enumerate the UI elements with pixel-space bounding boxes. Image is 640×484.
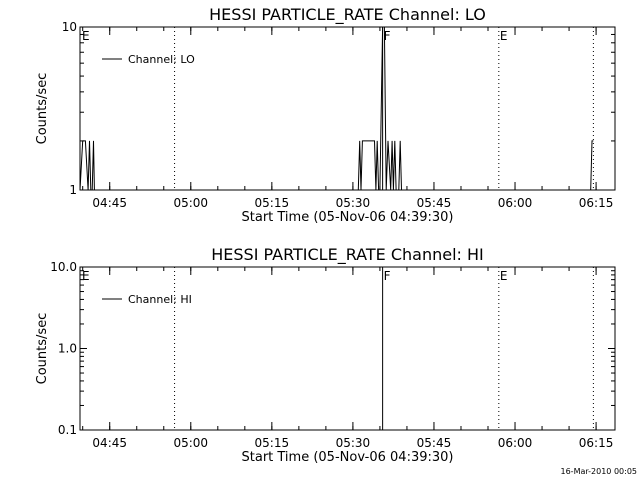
panel2-ytick-label: 0.1 xyxy=(58,423,77,437)
panel2-xtick-label: 05:45 xyxy=(417,436,452,450)
panel2-ytick-label: 1.0 xyxy=(58,342,77,356)
panel2-event-label: F xyxy=(384,269,391,283)
panel1-xtick-label: 05:15 xyxy=(255,196,290,210)
panel1-ytick-label: 1 xyxy=(69,183,77,197)
panel2-corner-label: E xyxy=(82,269,90,283)
panel1-event-label: E xyxy=(500,29,508,43)
panel1-ytick-label: 10 xyxy=(62,20,77,34)
panel2-ylabel: Counts/sec xyxy=(35,313,50,385)
panel2-xtick-label: 06:00 xyxy=(498,436,533,450)
panel2-legend-label: Channel: HI xyxy=(128,293,192,306)
panel1-xtick-label: 04:45 xyxy=(92,196,127,210)
panel2-xtick-label: 05:15 xyxy=(255,436,290,450)
panel1-axes-frame xyxy=(80,27,615,190)
panel2-xtick-label: 05:30 xyxy=(336,436,371,450)
panel2-axes-frame xyxy=(80,267,615,430)
panel2-xtick-label: 04:45 xyxy=(92,436,127,450)
panel1-xlabel: Start Time (05-Nov-06 04:39:30) xyxy=(242,210,454,225)
panel1-corner-label: E xyxy=(82,29,90,43)
panel1-title: HESSI PARTICLE_RATE Channel: LO xyxy=(209,5,486,25)
panel2-ytick-label: 10.0 xyxy=(50,260,77,274)
panel1-xtick-label: 05:45 xyxy=(417,196,452,210)
panel2-xtick-label: 05:00 xyxy=(173,436,208,450)
panel1-xtick-label: 05:00 xyxy=(173,196,208,210)
panel1-xtick-label: 06:00 xyxy=(498,196,533,210)
panel1-series-line xyxy=(80,27,593,190)
panel1-xtick-label: 06:15 xyxy=(579,196,614,210)
panel1-ylabel: Counts/sec xyxy=(35,73,50,145)
panel2-xlabel: Start Time (05-Nov-06 04:39:30) xyxy=(242,450,454,465)
panel2-title: HESSI PARTICLE_RATE Channel: HI xyxy=(211,245,484,265)
panel2-xtick-label: 06:15 xyxy=(579,436,614,450)
panel1-legend-label: Channel: LO xyxy=(128,53,195,66)
panel1-xtick-label: 05:30 xyxy=(336,196,371,210)
panel2-event-label: E xyxy=(500,269,508,283)
footer-timestamp: 16-Mar-2010 00:05 xyxy=(561,467,638,476)
